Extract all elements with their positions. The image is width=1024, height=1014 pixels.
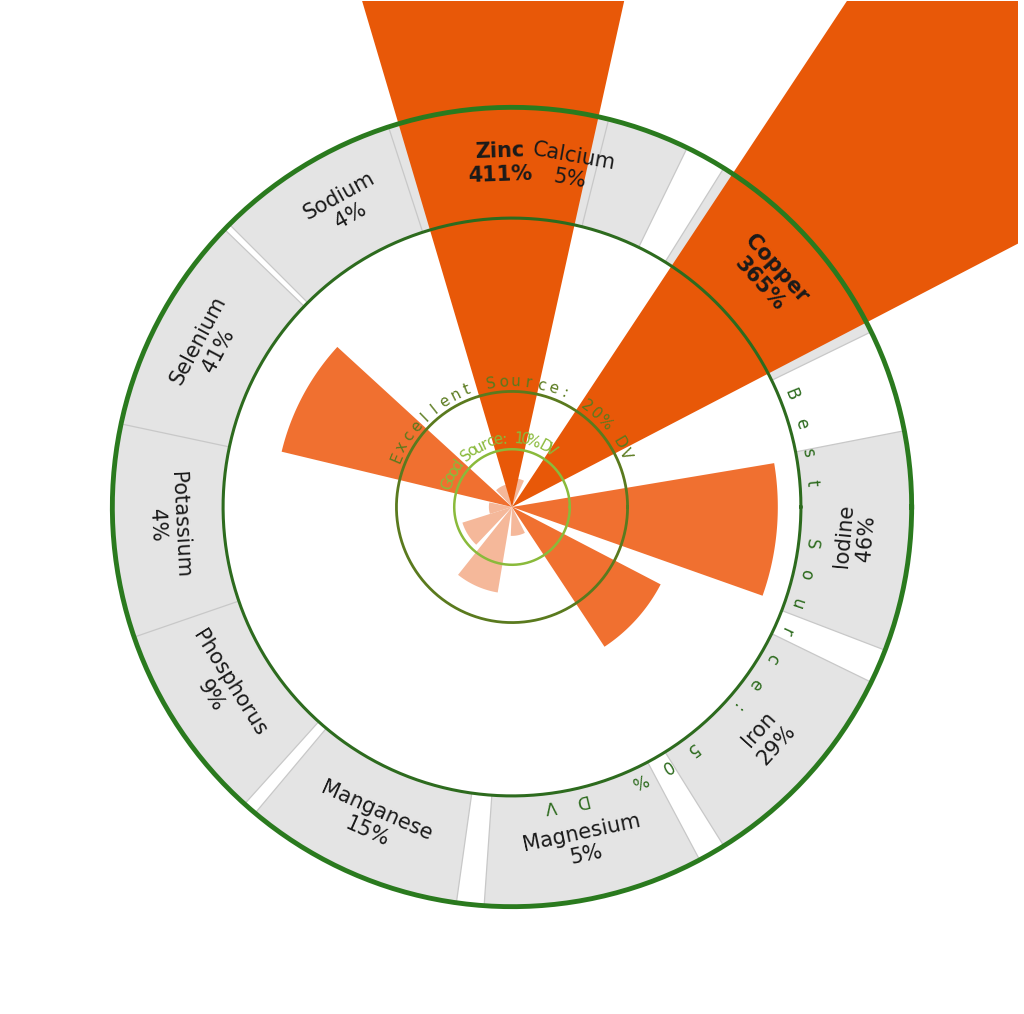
Text: Magnesium
5%: Magnesium 5% [520, 810, 647, 877]
Polygon shape [666, 634, 871, 846]
Polygon shape [255, 728, 472, 902]
Text: c: c [484, 433, 498, 450]
Polygon shape [282, 347, 512, 507]
Text: E: E [388, 450, 406, 465]
Text: Iodine
46%: Iodine 46% [830, 503, 880, 571]
Text: t: t [803, 479, 821, 487]
Text: Selenium
41%: Selenium 41% [166, 292, 250, 399]
Polygon shape [128, 587, 318, 804]
Text: D: D [572, 790, 590, 810]
Text: d: d [449, 457, 467, 474]
Text: u: u [511, 374, 521, 389]
Polygon shape [121, 229, 304, 447]
Text: r: r [479, 436, 490, 452]
Text: s: s [799, 447, 818, 458]
Text: u: u [471, 438, 486, 456]
Text: e: e [492, 432, 504, 448]
Polygon shape [512, 507, 660, 647]
Text: o: o [465, 442, 481, 460]
Text: Zinc
411%: Zinc 411% [467, 140, 532, 186]
Text: o: o [444, 463, 463, 479]
Text: V: V [542, 441, 559, 459]
Polygon shape [0, 0, 1024, 507]
Text: D: D [537, 438, 554, 456]
Text: 2: 2 [578, 397, 595, 415]
Text: c: c [400, 428, 418, 444]
Polygon shape [512, 0, 1024, 507]
Text: 5: 5 [682, 738, 700, 759]
Polygon shape [470, 107, 687, 247]
Text: x: x [393, 439, 411, 454]
Text: r: r [524, 375, 532, 390]
Text: u: u [787, 595, 807, 611]
Polygon shape [463, 507, 512, 545]
Text: c: c [535, 377, 547, 393]
Polygon shape [496, 485, 512, 507]
Text: o: o [441, 469, 459, 485]
Text: t: t [462, 382, 472, 399]
Text: :: : [727, 700, 744, 716]
Text: Copper
365%: Copper 365% [724, 231, 812, 322]
Polygon shape [510, 479, 524, 507]
Text: c: c [762, 650, 782, 667]
Polygon shape [781, 431, 911, 650]
Text: 0: 0 [519, 432, 531, 448]
Text: Phosphorus
9%: Phosphorus 9% [170, 627, 270, 752]
Text: e: e [546, 380, 560, 397]
Text: B: B [780, 385, 802, 403]
Text: D: D [610, 434, 629, 452]
Polygon shape [458, 507, 512, 592]
Text: %: % [594, 413, 615, 433]
Polygon shape [511, 507, 525, 535]
Text: Potassium
4%: Potassium 4% [143, 470, 193, 579]
Text: o: o [796, 567, 815, 581]
Text: :: : [502, 431, 508, 447]
Text: 1: 1 [513, 431, 524, 447]
Polygon shape [113, 417, 239, 637]
Text: o: o [499, 374, 509, 390]
Polygon shape [484, 763, 699, 907]
Text: 0: 0 [587, 406, 604, 423]
Text: n: n [447, 386, 463, 405]
Polygon shape [229, 118, 447, 303]
Polygon shape [512, 463, 778, 596]
Text: Iron
29%: Iron 29% [736, 706, 800, 769]
Text: G: G [438, 476, 457, 492]
Text: l: l [418, 410, 432, 424]
Text: S: S [485, 375, 498, 391]
Text: e: e [408, 418, 425, 435]
Text: Calcium
5%: Calcium 5% [526, 139, 616, 197]
Text: S: S [459, 446, 476, 464]
Text: l: l [428, 402, 440, 416]
Text: e: e [436, 392, 453, 411]
Text: r: r [776, 625, 796, 639]
Text: Sodium
4%: Sodium 4% [300, 168, 390, 243]
Polygon shape [388, 107, 608, 232]
Text: :: : [559, 385, 570, 402]
Polygon shape [666, 168, 871, 380]
Text: 0: 0 [656, 755, 675, 776]
Polygon shape [488, 502, 512, 514]
Text: %: % [628, 769, 649, 791]
Text: %: % [523, 432, 542, 451]
Text: V: V [616, 446, 635, 462]
Text: e: e [745, 674, 766, 694]
Text: S: S [801, 537, 820, 551]
Text: V: V [545, 796, 558, 815]
Text: e: e [791, 416, 811, 431]
Text: Manganese
15%: Manganese 15% [308, 778, 435, 866]
